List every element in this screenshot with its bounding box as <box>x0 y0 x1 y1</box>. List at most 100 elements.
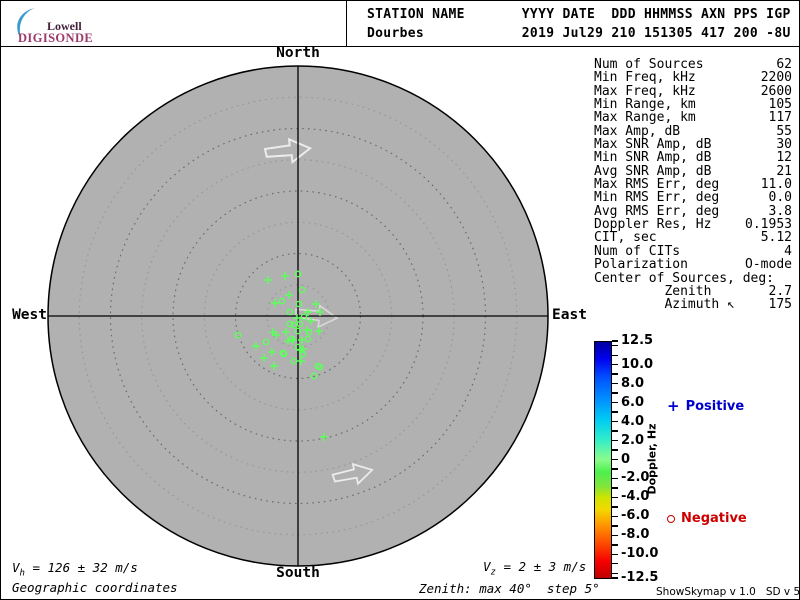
colorbar-tick-label: 8.0 <box>621 375 645 391</box>
stats-row: Max Amp, dB 55 <box>594 123 792 139</box>
stats-row: Zenith 2.7 <box>594 283 792 299</box>
source-point-positive <box>320 433 328 441</box>
source-point-positive <box>285 291 293 299</box>
source-point-negative <box>290 357 298 365</box>
colorbar-tick <box>612 577 618 579</box>
legend-positive-label: Positive <box>685 399 745 414</box>
source-point-positive <box>298 336 306 344</box>
stats-row: Doppler Res, Hz 0.1953 <box>594 217 792 233</box>
stats-value: 105 <box>768 97 792 113</box>
source-point-negative <box>286 308 294 316</box>
stats-row: Max RMS Err, deg 11.0 <box>594 177 792 193</box>
colorbar-tick <box>612 411 618 413</box>
logo-lowell-text: Lowell <box>47 19 82 33</box>
stats-value: 2200 <box>760 70 792 86</box>
legend-negative: Negative <box>667 511 747 526</box>
colorbar-tick-label: -2.0 <box>621 470 650 486</box>
source-point-positive <box>316 308 324 316</box>
source-point-positive <box>270 362 278 370</box>
source-point-negative <box>294 270 302 278</box>
colorbar-tick <box>612 340 618 342</box>
stats-label: Num of CITs <box>594 243 681 259</box>
colorbar-tick-label: -4.0 <box>621 489 650 505</box>
east-label: East <box>552 307 587 323</box>
colorbar-tick <box>612 420 618 423</box>
colorbar-tick-label: -8.0 <box>621 527 650 543</box>
colorbar-tick <box>612 430 618 432</box>
stats-label: Doppler Res, Hz <box>594 217 712 233</box>
source-point-positive <box>260 354 268 362</box>
stats-value: 3.8 <box>768 203 792 219</box>
stats-label: Zenith <box>594 283 712 299</box>
stats-row: Min Freq, kHz 2200 <box>594 70 792 86</box>
colorbar-tick-label: 2.0 <box>621 432 645 448</box>
stats-row: Center of Sources, deg: <box>594 271 792 285</box>
colorbar-tick <box>612 401 618 404</box>
colorbar-tick-label: -12.5 <box>621 570 659 585</box>
horizontal-velocity-value: Vh = 126 ± 32 m/s <box>12 560 138 579</box>
version-label: ShowSkymap v 1.0 SD v 5.1 <box>656 586 800 598</box>
source-point-negative <box>305 328 313 336</box>
stats-label: Max SNR Amp, dB <box>594 137 712 153</box>
stats-label: Avg SNR Amp, dB <box>594 163 712 179</box>
colorbar-tick <box>612 354 618 356</box>
stats-value: 0.1953 <box>745 217 792 233</box>
colorbar-tick <box>612 572 618 574</box>
vertical-velocity-value: Vz = 2 ± 3 m/s <box>483 559 587 578</box>
colorbar-tick <box>612 439 618 442</box>
north-label: North <box>276 45 320 61</box>
stats-value: 30 <box>776 137 792 153</box>
header-column-titles: STATION NAME YYYY DATE DDD HHMMSS AXN PP… <box>367 7 791 22</box>
stats-row: Min Range, km 105 <box>594 97 792 113</box>
source-point-positive <box>312 300 320 308</box>
source-point-negative <box>286 320 294 328</box>
source-point-negative <box>300 313 308 321</box>
source-point-negative <box>310 372 318 380</box>
stats-label: Polarization <box>594 257 688 273</box>
stats-value: 0.0 <box>768 190 792 206</box>
stats-row: CIT, sec 5.12 <box>594 230 792 246</box>
colorbar-tick <box>612 364 618 366</box>
stats-row: Min RMS Err, deg 0.0 <box>594 190 792 206</box>
colorbar-tick-label: 12.5 <box>621 333 654 348</box>
colorbar-tick <box>612 468 618 470</box>
source-point-negative <box>280 350 288 358</box>
colorbar-tick <box>612 515 618 518</box>
lowell-crescent-icon <box>17 8 35 39</box>
header-divider <box>346 1 347 46</box>
south-label: South <box>276 565 320 581</box>
stats-row: Azimuth ↖ 175 <box>594 297 792 313</box>
source-point-negative <box>278 297 286 305</box>
stats-value: 5.12 <box>760 230 792 246</box>
stats-value: O-mode <box>745 257 792 273</box>
source-point-negative <box>296 320 304 328</box>
stats-row: Max SNR Amp, dB 30 <box>594 137 792 153</box>
stats-value: 21 <box>776 163 792 179</box>
stats-value: 11.0 <box>760 177 792 193</box>
source-point-negative <box>279 349 287 357</box>
lowell-digisonde-logo: Lowell DIGISONDE <box>1 1 346 46</box>
stats-label: Avg RMS Err, deg <box>594 203 720 219</box>
stats-label: Max RMS Err, deg <box>594 177 720 193</box>
stats-label: Min SNR Amp, dB <box>594 150 712 166</box>
stats-label: Max Freq, kHz <box>594 83 696 99</box>
legend-negative-label: Negative <box>681 511 747 526</box>
stats-row: Max Range, km 117 <box>594 111 792 125</box>
colorbar-tick-label: 0 <box>621 451 631 467</box>
colorbar-tick <box>612 506 618 508</box>
colorbar-tick <box>612 392 618 394</box>
stats-row: Min SNR Amp, dB 12 <box>594 150 792 166</box>
stats-value: 55 <box>776 123 792 139</box>
stats-label: Max Amp, dB <box>594 123 681 139</box>
stats-label: CIT, sec <box>594 230 657 246</box>
source-point-positive <box>297 357 305 365</box>
stats-label: Azimuth ↖ <box>594 297 735 313</box>
colorbar-tick <box>612 487 618 489</box>
colorbar-tick <box>612 458 618 461</box>
source-point-negative <box>290 321 298 329</box>
drift-arrow <box>263 137 313 165</box>
colorbar-tick <box>612 534 618 537</box>
stats-row: Avg SNR Amp, dB 21 <box>594 163 792 179</box>
